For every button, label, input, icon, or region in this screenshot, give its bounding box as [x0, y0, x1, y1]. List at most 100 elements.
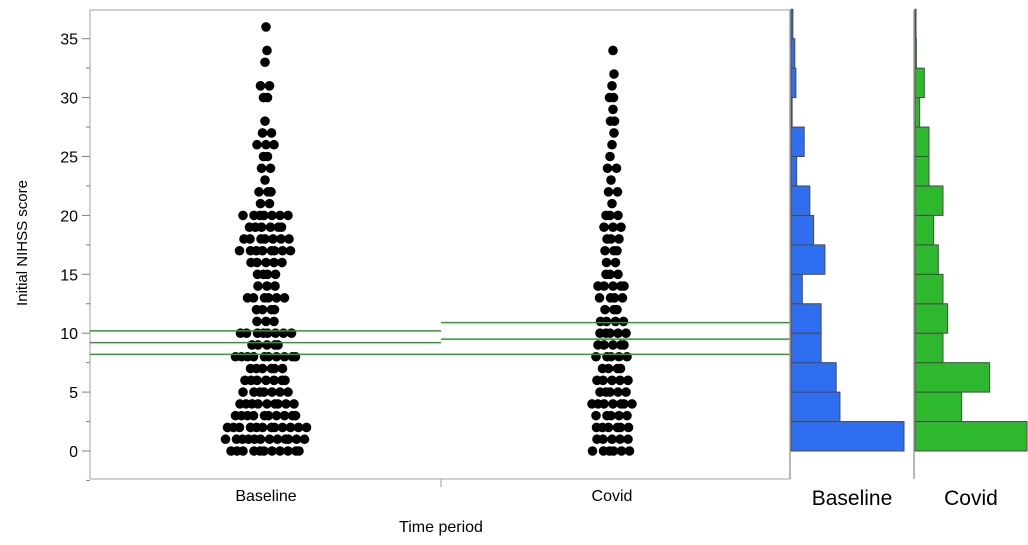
- data-point: [619, 399, 629, 409]
- histogram-bar: [790, 185, 811, 216]
- data-point: [619, 281, 629, 291]
- y-tick-label: 15: [60, 267, 78, 284]
- data-point: [283, 210, 293, 221]
- y-tick-label: 10: [60, 326, 78, 343]
- data-point: [260, 57, 270, 68]
- data-point: [244, 222, 255, 232]
- histogram-label: Baseline: [812, 487, 893, 510]
- data-point: [619, 340, 629, 350]
- data-point: [270, 269, 281, 280]
- data-point: [254, 187, 264, 197]
- data-point: [280, 375, 290, 386]
- data-point: [290, 351, 301, 362]
- data-point: [269, 245, 280, 256]
- data-point: [283, 387, 293, 397]
- y-axis-label: Initial NIHSS score: [14, 180, 31, 306]
- data-point: [258, 92, 269, 103]
- data-point: [269, 422, 280, 433]
- data-point: [259, 410, 270, 421]
- summary-lines: [90, 321, 790, 356]
- histogram-bar: [914, 303, 949, 334]
- data-point: [273, 340, 283, 350]
- histogram-bar: [914, 273, 944, 305]
- data-point: [275, 387, 285, 397]
- data-point: [261, 257, 271, 268]
- histogram-bar: [790, 214, 815, 246]
- data-point: [605, 293, 616, 303]
- axes: 0 5 10 15 20 25 30 35 Baseline Covid: [60, 9, 790, 505]
- data-point: [591, 422, 602, 433]
- data-point: [616, 222, 626, 232]
- data-point: [615, 375, 625, 386]
- data-point: [610, 316, 621, 327]
- data-point: [591, 351, 601, 362]
- histogram-bar: [914, 421, 1028, 452]
- data-point: [601, 210, 611, 221]
- data-point: [277, 245, 288, 256]
- data-point: [242, 293, 253, 303]
- y-tick-label: 20: [60, 208, 78, 225]
- data-point: [281, 399, 291, 409]
- data-point: [602, 234, 612, 244]
- data-point: [252, 139, 262, 150]
- histogram-bar: [790, 303, 822, 334]
- data-point: [607, 198, 617, 209]
- y-tick-label: 5: [69, 385, 78, 402]
- data-point: [607, 375, 617, 386]
- data-point: [609, 128, 619, 138]
- data-point: [621, 387, 631, 397]
- data-point: [593, 340, 603, 350]
- histogram-bar: [914, 97, 921, 128]
- data-point: [275, 446, 285, 456]
- data-point: [249, 387, 259, 397]
- data-point: [624, 446, 635, 456]
- data-point: [256, 163, 267, 174]
- data-point: [279, 410, 290, 421]
- data-point: [618, 316, 629, 327]
- data-point: [230, 351, 241, 362]
- data-point: [285, 422, 296, 433]
- data-point: [230, 410, 241, 421]
- data-point: [245, 363, 256, 374]
- data-point: [613, 210, 623, 221]
- histogram-bar: [790, 38, 796, 69]
- data-point: [269, 139, 279, 150]
- data-point: [268, 234, 278, 244]
- data-point: [594, 293, 605, 303]
- data-point: [607, 81, 617, 91]
- data-point: [612, 245, 622, 256]
- data-point: [269, 257, 279, 268]
- data-point: [276, 222, 287, 232]
- y-tick-label: 25: [60, 150, 78, 167]
- data-point: [249, 210, 259, 221]
- data-point: [293, 422, 304, 433]
- data-point: [279, 293, 290, 303]
- data-point: [615, 434, 625, 445]
- data-point: [261, 316, 271, 327]
- data-point: [610, 257, 621, 268]
- data-point: [259, 293, 270, 303]
- data-point: [609, 69, 619, 79]
- data-point: [600, 304, 610, 315]
- data-point: [267, 210, 277, 221]
- data-point: [595, 387, 605, 397]
- data-point: [615, 422, 626, 433]
- data-point: [261, 22, 271, 32]
- data-point: [264, 434, 275, 445]
- data-point: [611, 163, 622, 174]
- data-point: [255, 198, 266, 209]
- data-point: [238, 387, 248, 397]
- data-point: [622, 351, 632, 362]
- data-point: [220, 434, 231, 445]
- data-point: [623, 434, 633, 445]
- data-point: [606, 175, 616, 185]
- data-point: [271, 410, 282, 421]
- data-point: [627, 399, 637, 409]
- data-point: [601, 269, 611, 280]
- data-point: [266, 128, 277, 138]
- histogram-bar: [790, 332, 822, 364]
- histogram-bar: [914, 244, 939, 275]
- data-point: [252, 328, 263, 339]
- data-point: [602, 351, 612, 362]
- data-point: [623, 422, 634, 433]
